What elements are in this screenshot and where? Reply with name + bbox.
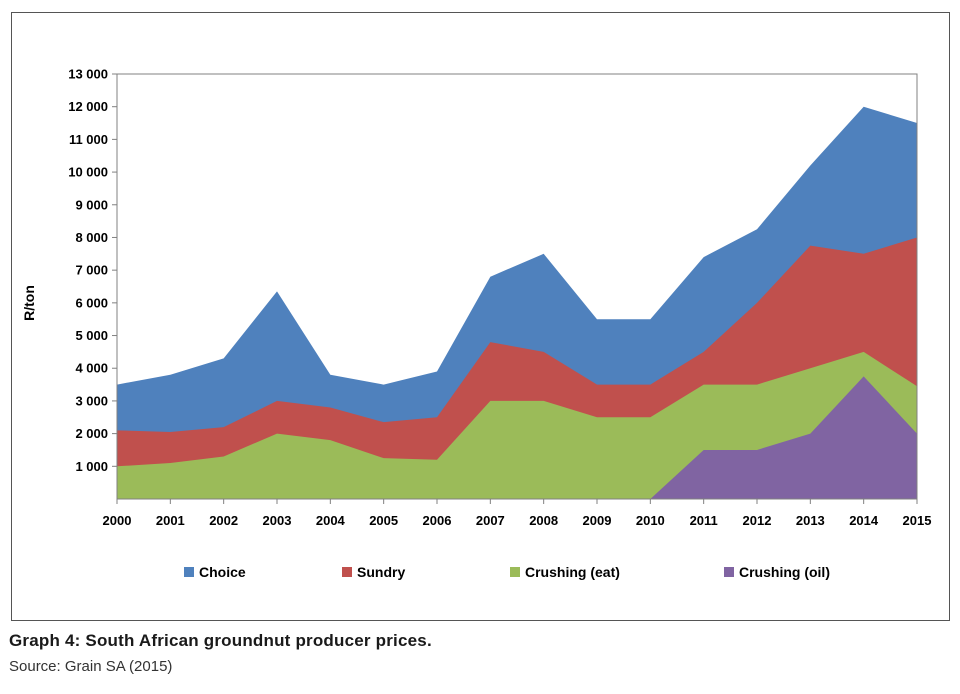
y-axis-label: R/ton [21, 285, 37, 321]
y-tick-label: 4 000 [75, 361, 108, 376]
y-tick-label: 5 000 [75, 328, 108, 343]
legend-label: Crushing (eat) [525, 564, 620, 580]
area-crushing-oil [650, 376, 917, 499]
x-axis-ticks: 2000 2001 2002 2003 2004 2005 2006 2007 2008 2009… [103, 499, 932, 528]
graph-caption-title: Graph 4: South African groundnut produce… [9, 631, 432, 650]
legend: Choice Sundry Crushing (eat) Crushing (oil) [184, 564, 830, 580]
legend-label: Crushing (oil) [739, 564, 830, 580]
x-tick-label: 2003 [263, 513, 292, 528]
graph-caption-source: Source: Grain SA (2015) [9, 658, 173, 675]
y-tick-label: 1 000 [75, 459, 108, 474]
x-tick-label: 2015 [903, 513, 932, 528]
y-tick-label: 6 000 [75, 295, 108, 310]
y-tick-label: 8 000 [75, 230, 108, 245]
legend-label: Choice [199, 564, 246, 580]
y-tick-label: 11 000 [69, 132, 108, 147]
x-tick-label: 2006 [423, 513, 452, 528]
legend-swatch [724, 567, 734, 577]
y-tick-label: 10 000 [68, 165, 108, 180]
legend-swatch [184, 567, 194, 577]
y-tick-label: 9 000 [75, 197, 108, 212]
x-tick-label: 2000 [103, 513, 132, 528]
legend-swatch [342, 567, 352, 577]
x-tick-label: 2009 [583, 513, 612, 528]
x-tick-label: 2014 [849, 513, 879, 528]
x-tick-label: 2011 [690, 513, 718, 528]
x-tick-label: 2002 [209, 513, 238, 528]
y-tick-label: 7 000 [75, 263, 108, 278]
x-tick-label: 2013 [796, 513, 825, 528]
x-tick-label: 2008 [529, 513, 558, 528]
chart-frame: 1 000 2 000 3 000 4 000 5 000 6 000 7 000 8 000… [11, 12, 950, 621]
axes [116, 73, 918, 500]
legend-label: Sundry [357, 564, 405, 580]
x-tick-label: 2012 [743, 513, 772, 528]
y-tick-label: 12 000 [68, 99, 108, 114]
series-areas [117, 106, 917, 499]
x-tick-label: 2007 [476, 513, 505, 528]
legend-swatch [510, 567, 520, 577]
x-tick-label: 2010 [636, 513, 665, 528]
y-tick-label: 3 000 [75, 393, 108, 408]
y-tick-label: 2 000 [75, 426, 108, 441]
x-tick-label: 2004 [316, 513, 346, 528]
y-tick-label: 13 000 [68, 67, 108, 82]
x-tick-label: 2005 [369, 513, 398, 528]
area-chart: 1 000 2 000 3 000 4 000 5 000 6 000 7 000 8 000… [21, 67, 932, 581]
x-tick-label: 2001 [156, 513, 185, 528]
y-axis-ticks: 1 000 2 000 3 000 4 000 5 000 6 000 7 000 8 000… [68, 67, 117, 474]
